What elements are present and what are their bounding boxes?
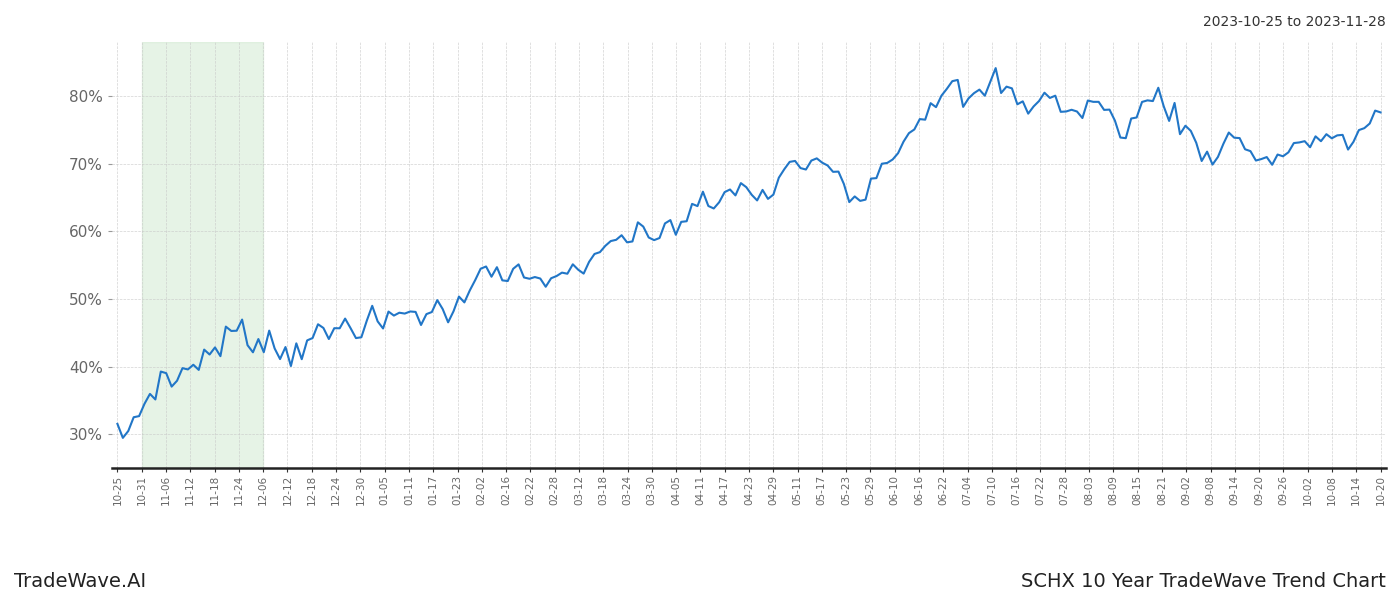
Text: TradeWave.AI: TradeWave.AI: [14, 572, 146, 591]
Bar: [141, 42, 263, 468]
Text: 2023-10-25 to 2023-11-28: 2023-10-25 to 2023-11-28: [1203, 15, 1386, 29]
Text: SCHX 10 Year TradeWave Trend Chart: SCHX 10 Year TradeWave Trend Chart: [1021, 572, 1386, 591]
